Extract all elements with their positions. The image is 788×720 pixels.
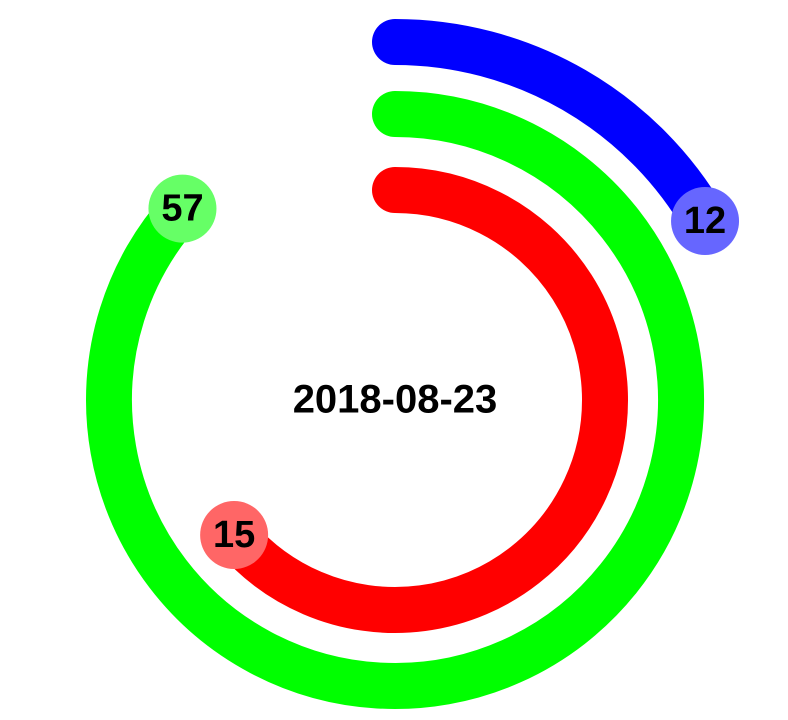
ring-arc-2 <box>86 91 704 709</box>
value-badges: 12 57 15 <box>148 174 740 569</box>
value-label-1: 12 <box>684 200 726 242</box>
value-label-3: 15 <box>213 514 255 556</box>
ring-arc-3 <box>211 167 628 633</box>
ring-arc-1 <box>372 19 729 244</box>
value-badge-2 <box>148 174 217 243</box>
value-badge-3 <box>200 500 269 569</box>
value-badge-1 <box>671 187 740 255</box>
center-date-label: 2018-08-23 <box>293 378 498 422</box>
ring-arcs <box>86 19 729 709</box>
value-label-2: 57 <box>161 188 203 230</box>
